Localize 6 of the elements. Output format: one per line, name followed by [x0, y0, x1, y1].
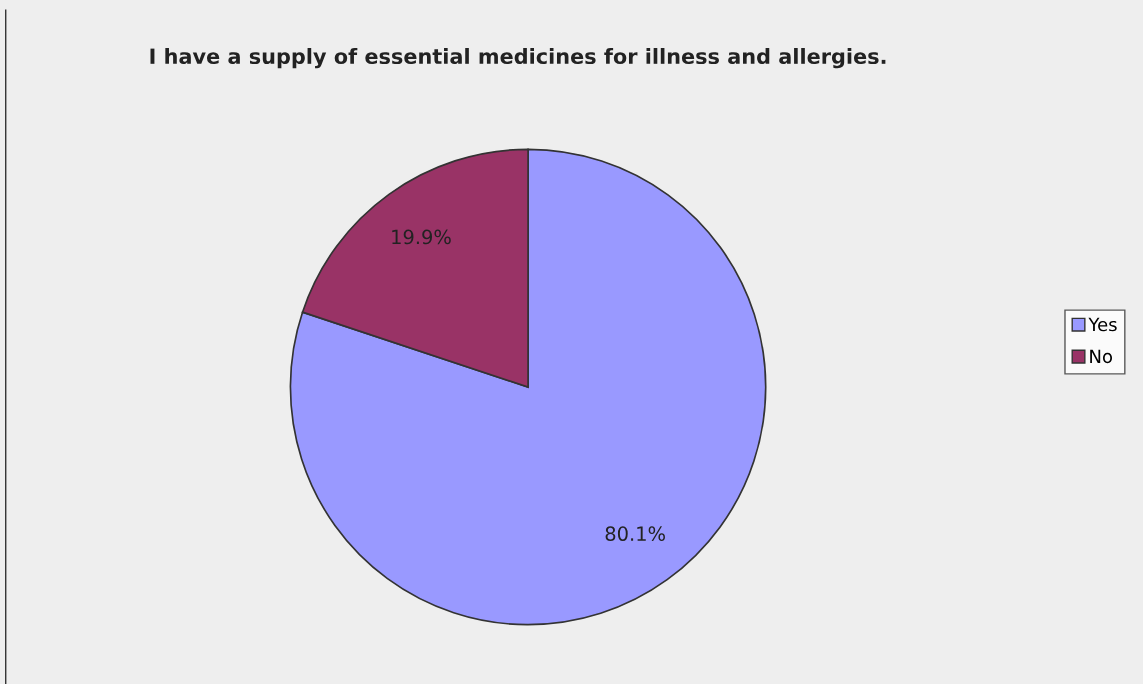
legend-label: No [1090, 349, 1113, 364]
pie-slice [289, 148, 767, 626]
data-label: 19.9% [392, 229, 451, 245]
chart-title: I have a supply of essential medicines for illness and allergies. [150, 47, 886, 69]
data-label: 80.1% [605, 526, 665, 542]
legend-label: Yes [1088, 317, 1117, 332]
